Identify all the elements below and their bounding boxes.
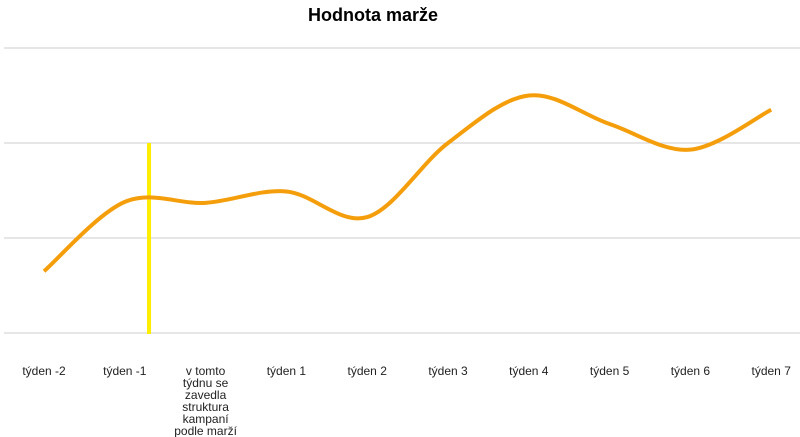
x-tick-label: týden 3 [428,364,468,378]
x-tick-label: v tomto týdnu se zavedla struktura kampaní po… [174,364,237,437]
x-tick-label: týden 1 [267,364,307,378]
gridlines [4,47,800,334]
chart-title: Hodnota marže [308,5,438,25]
series-layer [42,93,773,273]
x-axis-ticks: týden -2 týden -1 v tomto týdnu se zavedla st… [22,364,791,437]
x-tick-label: týden 4 [509,364,549,378]
series-line [42,93,773,273]
x-tick-label: týden 6 [671,364,711,378]
x-tick-label: týden 2 [348,364,388,378]
x-tick-label: týden -2 [22,364,66,378]
x-tick-label: týden 5 [590,364,630,378]
x-tick-label: týden 7 [752,364,792,378]
x-tick-label: týden -1 [103,364,147,378]
